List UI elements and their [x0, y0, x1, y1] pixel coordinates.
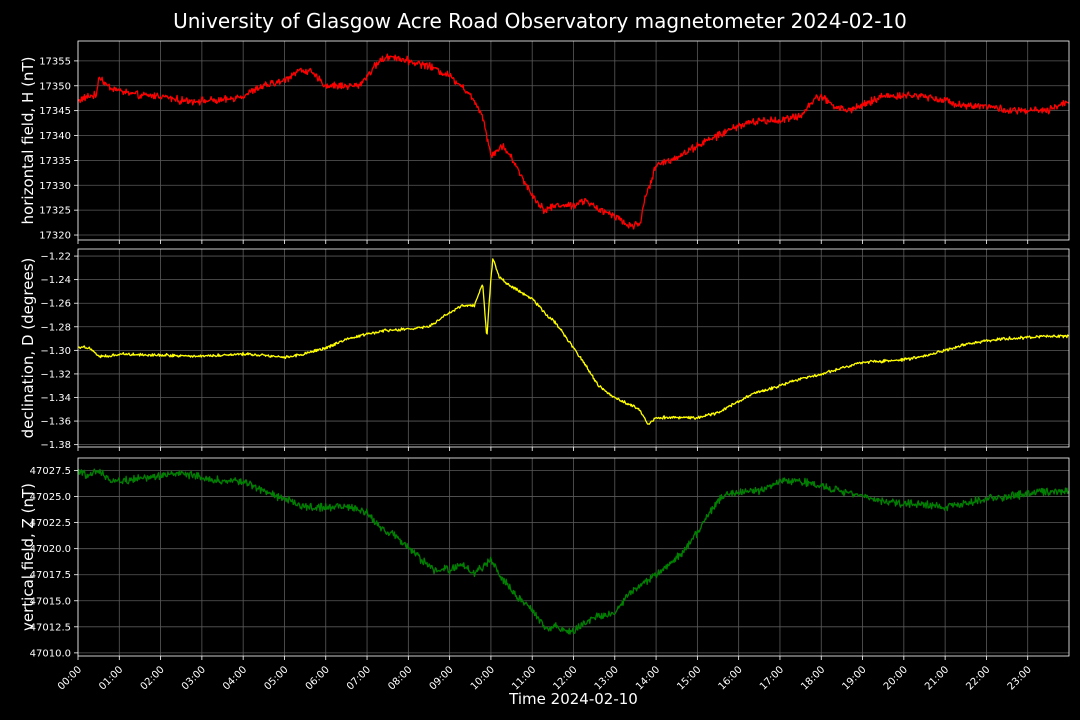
- y-tick-label: 17340: [39, 131, 71, 142]
- x-tick-label: 15:00: [675, 664, 703, 692]
- y-tick-label: 47022.5: [30, 518, 71, 529]
- x-tick-label: 06:00: [304, 664, 332, 692]
- y-axis-label-d: declination, D (degrees): [19, 258, 37, 439]
- x-tick-label: 13:00: [593, 664, 621, 692]
- y-tick-label: −1.22: [40, 252, 71, 263]
- x-tick-label: 21:00: [923, 664, 951, 692]
- y-tick-label: 17320: [39, 231, 71, 242]
- y-tick-label: 17345: [39, 106, 71, 117]
- x-tick-label: 02:00: [139, 664, 167, 692]
- series-line-z: [78, 468, 1069, 635]
- y-tick-label: −1.24: [40, 275, 71, 286]
- x-tick-label: 19:00: [841, 664, 869, 692]
- panel-h: 17320 17325 17330 17335 17340 17345 17350 17355…: [19, 40, 1070, 244]
- x-tick-label: 10:00: [469, 664, 497, 692]
- y-tick-label: 17325: [39, 206, 71, 217]
- plot-frame-z: [77, 457, 1070, 657]
- x-tick-label: 23:00: [1006, 664, 1034, 692]
- x-tick-label: 09:00: [428, 664, 456, 692]
- y-tick-label: −1.34: [40, 393, 71, 404]
- y-axis-label-h: horizontal field, H (nT): [19, 57, 37, 225]
- y-tick-label: −1.26: [40, 299, 71, 310]
- x-tick-label: 04:00: [221, 664, 249, 692]
- y-tick-label: 17355: [39, 56, 71, 67]
- x-tick-label: 01:00: [97, 664, 125, 692]
- y-tick-label: −1.32: [40, 369, 71, 380]
- x-tick-label: 16:00: [717, 664, 745, 692]
- x-tick-label: 18:00: [799, 664, 827, 692]
- series-line-h: [78, 53, 1069, 230]
- y-tick-label: 47017.5: [30, 570, 71, 581]
- y-tick-label: −1.30: [40, 346, 71, 357]
- panel-d: −1.38 −1.36 −1.34 −1.32 −1.30 −1.28 −1.26 −1.24…: [19, 248, 1070, 451]
- series-line-d: [78, 258, 1069, 425]
- y-tick-label: 47027.5: [30, 466, 71, 477]
- x-tick-label: 12:00: [551, 664, 579, 692]
- plot-frame-h: [77, 40, 1070, 241]
- x-tick-label: 22:00: [964, 664, 992, 692]
- y-tick-label: 47010.0: [30, 648, 71, 659]
- chart-title: University of Glasgow Acre Road Observat…: [173, 9, 907, 33]
- x-tick-label: 17:00: [758, 664, 786, 692]
- x-tick-label: 03:00: [180, 664, 208, 692]
- y-tick-label: 47015.0: [30, 596, 71, 607]
- y-tick-label: 47025.0: [30, 492, 71, 503]
- y-tick-label: −1.38: [40, 440, 71, 451]
- y-tick-label: 47020.0: [30, 544, 71, 555]
- y-tick-label: 17335: [39, 156, 71, 167]
- x-axis-label: Time 2024-02-10: [509, 690, 638, 708]
- x-tick-label: 00:00: [56, 664, 84, 692]
- y-tick-label: 47012.5: [30, 622, 71, 633]
- x-tick-label: 11:00: [510, 664, 538, 692]
- y-tick-label: −1.36: [40, 417, 71, 428]
- plot-frame-d: [77, 248, 1070, 448]
- y-tick-label: −1.28: [40, 322, 71, 333]
- y-axis-label-z: vertical field, Z (nT): [19, 483, 37, 631]
- x-tick-label: 07:00: [345, 664, 373, 692]
- x-tick-label: 05:00: [262, 664, 290, 692]
- y-tick-label: 17350: [39, 81, 71, 92]
- y-tick-label: 17330: [39, 181, 71, 192]
- x-tick-label: 20:00: [882, 664, 910, 692]
- panel-z: 47010.0 47012.5 47015.0 47017.5 47020.0 47022…: [19, 457, 1070, 693]
- x-tick-label: 08:00: [386, 664, 414, 692]
- x-tick-label: 14:00: [634, 664, 662, 692]
